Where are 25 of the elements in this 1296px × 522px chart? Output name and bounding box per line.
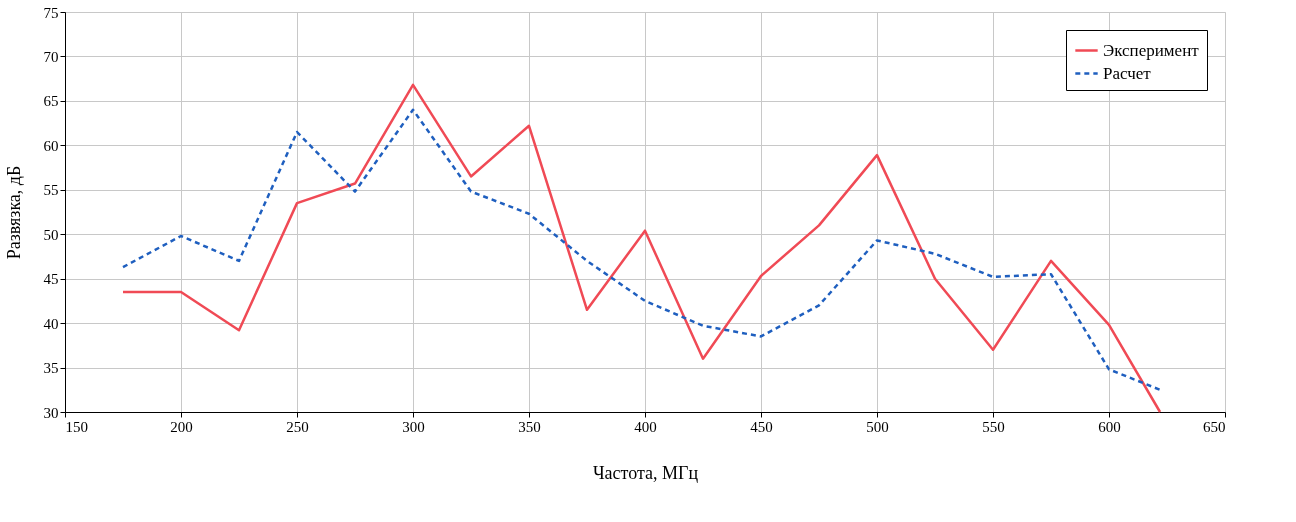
legend-label: Расчет: [1103, 63, 1152, 83]
y-tick-label: 55: [43, 182, 59, 199]
y-tick-label: 70: [43, 48, 59, 65]
x-tick-label: 650: [1203, 418, 1226, 435]
y-axis-title: Развязка, дБ: [3, 165, 24, 260]
x-tick-label: 550: [982, 418, 1005, 435]
x-tick-label: 450: [750, 418, 773, 435]
x-tick-label: 150: [65, 418, 88, 435]
y-tick-label: 75: [43, 4, 59, 21]
x-tick-label: 350: [518, 418, 541, 435]
y-tick-label: 35: [43, 360, 59, 377]
y-tick-label: 65: [43, 93, 59, 110]
y-tick-label: 50: [43, 226, 59, 243]
legend-label: Эксперимент: [1103, 40, 1200, 60]
x-tick-label: 200: [170, 418, 193, 435]
x-axis-title: Частота, МГц: [592, 462, 699, 483]
x-tick-label: 250: [286, 418, 309, 435]
x-tick-label: 500: [866, 418, 889, 435]
y-tick-label: 40: [43, 315, 59, 332]
y-tick-label: 45: [43, 271, 59, 288]
x-tick-label: 300: [402, 418, 425, 435]
x-tick-label: 600: [1098, 418, 1121, 435]
y-tick-label: 30: [43, 404, 59, 421]
x-tick-label: 400: [634, 418, 657, 435]
y-tick-label: 60: [43, 137, 59, 154]
